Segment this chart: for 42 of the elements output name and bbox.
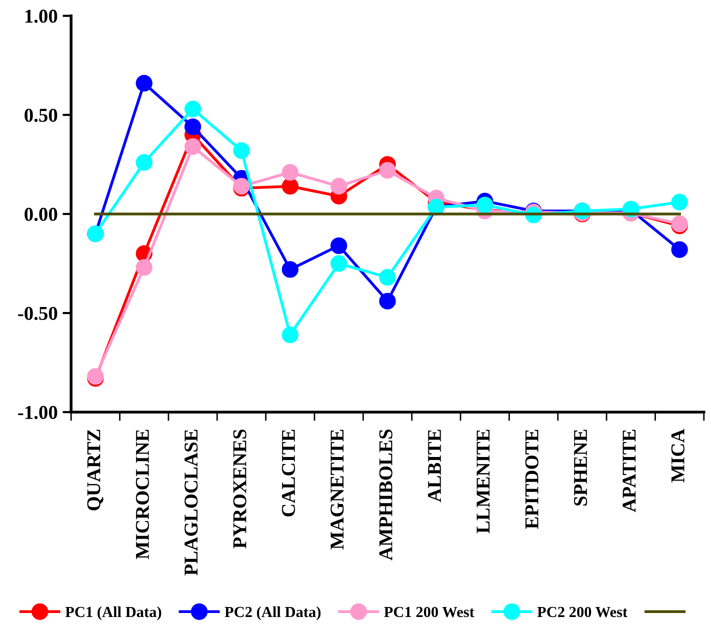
- x-tick-label: MICROCLINE: [136, 430, 149, 560]
- x-tick-label: SPHENE: [574, 430, 588, 506]
- x-tick-label: APATITE: [622, 430, 636, 512]
- point: [136, 74, 152, 92]
- point: [184, 138, 202, 155]
- legend-label: PC1 200 West: [384, 606, 474, 618]
- x-tick-label: AMPHIBOLES: [379, 430, 392, 560]
- x-tick-label: MAGNETITE: [330, 430, 344, 550]
- point: [476, 196, 494, 214]
- point: [330, 178, 348, 195]
- point: [282, 261, 298, 278]
- point: [184, 100, 202, 118]
- point: [282, 164, 298, 181]
- legend-label: PC2 (All Data): [224, 606, 321, 620]
- x-tick-label: ALBITE: [428, 430, 441, 502]
- point: [184, 118, 202, 136]
- legend-label: PC2 200 West: [537, 606, 628, 618]
- x-tick-label: MICA: [671, 428, 684, 482]
- point: [379, 162, 396, 179]
- x-tick-label: PLAGLOCLASE: [184, 430, 198, 576]
- y-tick-label: -1.00: [18, 406, 58, 420]
- legend-label: PC1 (All Data): [65, 606, 162, 620]
- point: [136, 259, 152, 276]
- point: [330, 237, 348, 254]
- y-tick-label: 1.00: [25, 10, 58, 23]
- x-tick-label: EPITDOTE: [525, 430, 538, 529]
- point: [233, 142, 250, 159]
- x-tick-label: LLMENITE: [476, 430, 490, 534]
- point: [671, 241, 688, 258]
- point: [136, 154, 152, 171]
- point: [379, 269, 396, 286]
- point: [330, 255, 348, 272]
- point: [379, 292, 396, 310]
- x-tick-label: CALCITE: [282, 430, 296, 516]
- point: [282, 178, 298, 195]
- point: [282, 326, 298, 344]
- x-tick-label: QUARTZ: [87, 430, 104, 510]
- y-tick-label: 0.00: [24, 208, 58, 221]
- y-tick-label: -0.50: [18, 306, 58, 320]
- y-tick-label: 0.50: [24, 108, 58, 122]
- point: [671, 194, 688, 210]
- x-tick-label: PYROXENES: [233, 430, 246, 548]
